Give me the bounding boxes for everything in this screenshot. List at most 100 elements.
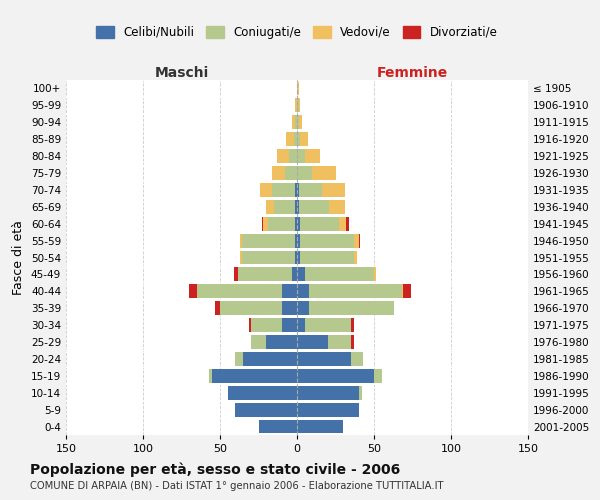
Bar — [292, 268, 297, 281]
Bar — [297, 318, 305, 332]
Bar — [294, 132, 297, 146]
Bar — [297, 183, 299, 197]
Text: Maschi: Maschi — [154, 66, 209, 80]
Bar — [272, 183, 295, 197]
Bar — [260, 183, 272, 197]
Bar — [297, 234, 300, 247]
Bar — [297, 166, 313, 180]
Bar — [297, 250, 300, 264]
Bar — [297, 116, 299, 129]
Bar — [295, 200, 297, 213]
Bar — [297, 284, 310, 298]
Bar — [263, 217, 268, 230]
Bar — [305, 318, 351, 332]
Bar — [281, 284, 297, 298]
Bar — [297, 268, 305, 281]
Bar — [292, 116, 295, 129]
Bar — [235, 352, 243, 366]
Bar — [295, 234, 297, 247]
Bar — [251, 335, 266, 349]
Bar — [322, 183, 345, 197]
Bar — [240, 234, 242, 247]
Bar — [297, 302, 310, 315]
Bar — [277, 149, 289, 163]
Bar — [240, 250, 242, 264]
Bar — [266, 335, 297, 349]
Bar — [281, 318, 297, 332]
Bar — [351, 335, 354, 349]
Bar — [297, 200, 299, 213]
Bar — [346, 217, 349, 230]
Bar — [268, 217, 295, 230]
Bar — [220, 302, 281, 315]
Bar — [189, 284, 197, 298]
Bar — [299, 183, 322, 197]
Bar — [242, 250, 295, 264]
Bar — [351, 352, 363, 366]
Bar — [359, 234, 360, 247]
Bar — [286, 132, 294, 146]
Bar — [209, 369, 212, 383]
Bar — [297, 98, 299, 112]
Bar — [295, 98, 297, 112]
Bar — [359, 386, 362, 400]
Legend: Celibi/Nubili, Coniugati/e, Vedovi/e, Divorziati/e: Celibi/Nubili, Coniugati/e, Vedovi/e, Di… — [96, 26, 498, 38]
Bar — [354, 234, 359, 247]
Bar — [297, 352, 351, 366]
Bar — [310, 302, 394, 315]
Bar — [297, 386, 359, 400]
Bar — [329, 200, 345, 213]
Bar — [328, 335, 351, 349]
Bar — [300, 234, 354, 247]
Text: Femmine: Femmine — [377, 66, 448, 80]
Bar — [284, 166, 297, 180]
Bar — [274, 200, 295, 213]
Bar — [351, 318, 354, 332]
Bar — [251, 318, 281, 332]
Bar — [295, 116, 297, 129]
Bar — [228, 386, 297, 400]
Bar — [297, 82, 299, 96]
Bar — [289, 149, 297, 163]
Bar — [305, 268, 374, 281]
Y-axis label: Fasce di età: Fasce di età — [13, 220, 25, 295]
Bar — [374, 268, 376, 281]
Bar — [197, 284, 281, 298]
Bar — [234, 268, 238, 281]
Bar — [297, 335, 328, 349]
Text: Popolazione per età, sesso e stato civile - 2006: Popolazione per età, sesso e stato civil… — [30, 462, 400, 477]
Bar — [300, 250, 354, 264]
Bar — [272, 166, 284, 180]
Bar — [295, 250, 297, 264]
Bar — [402, 284, 403, 298]
Bar — [281, 302, 297, 315]
Bar — [295, 217, 297, 230]
Bar — [305, 149, 320, 163]
Y-axis label: Anni di nascita: Anni di nascita — [596, 211, 600, 304]
Bar — [212, 369, 297, 383]
Bar — [299, 200, 329, 213]
Bar — [297, 149, 305, 163]
Bar — [297, 217, 300, 230]
Bar — [374, 369, 382, 383]
Bar — [299, 98, 300, 112]
Bar — [300, 132, 308, 146]
Bar — [266, 200, 274, 213]
Bar — [243, 352, 297, 366]
Bar — [313, 166, 335, 180]
Bar — [238, 268, 292, 281]
Bar — [297, 402, 359, 416]
Bar — [249, 318, 251, 332]
Bar — [354, 250, 357, 264]
Bar — [215, 302, 220, 315]
Bar — [403, 284, 411, 298]
Bar — [297, 369, 374, 383]
Bar — [297, 132, 300, 146]
Bar — [310, 284, 402, 298]
Bar — [235, 402, 297, 416]
Bar — [295, 183, 297, 197]
Bar — [262, 217, 263, 230]
Bar — [299, 116, 302, 129]
Bar — [300, 217, 338, 230]
Text: COMUNE DI ARPAIA (BN) - Dati ISTAT 1° gennaio 2006 - Elaborazione TUTTITALIA.IT: COMUNE DI ARPAIA (BN) - Dati ISTAT 1° ge… — [30, 481, 443, 491]
